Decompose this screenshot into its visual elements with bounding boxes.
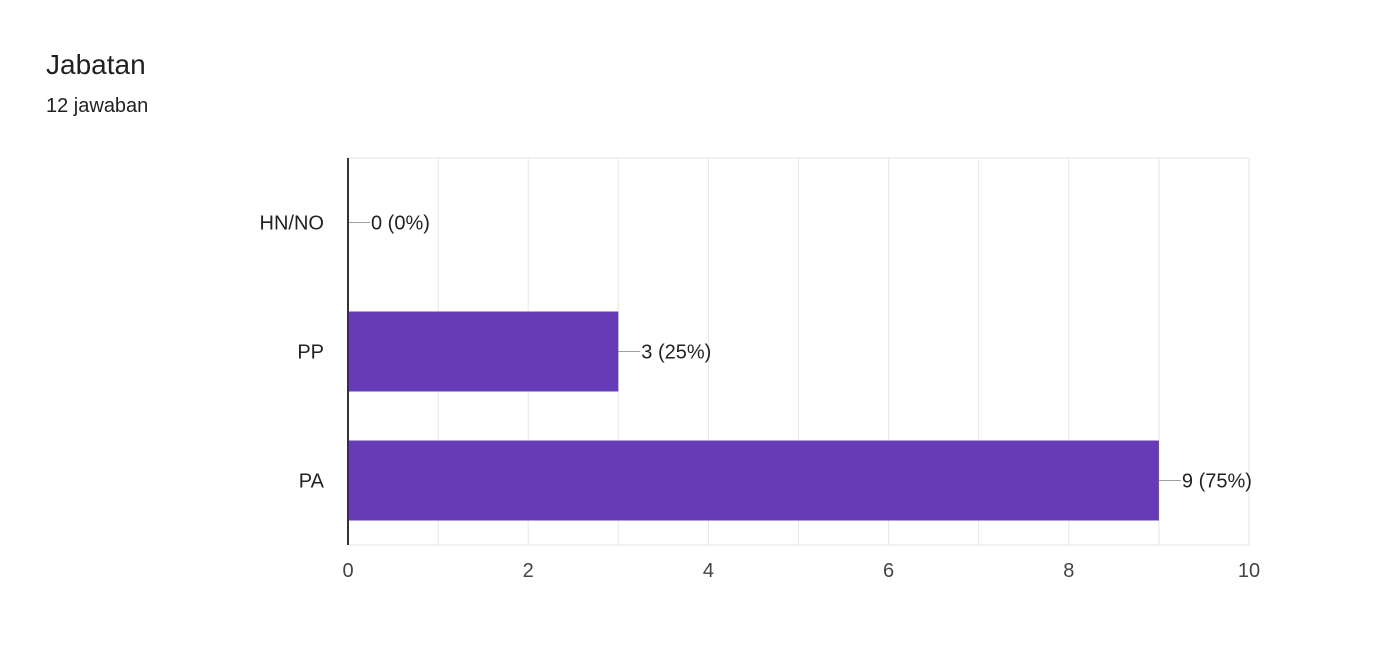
x-tick-label: 4 — [703, 560, 714, 582]
x-tick-label: 8 — [1063, 560, 1074, 582]
response-count: 12 jawaban — [46, 95, 149, 117]
category-label: PA — [299, 471, 325, 493]
bar — [348, 440, 1159, 521]
data-label: 3 (25%) — [641, 342, 711, 364]
category-label: PP — [297, 342, 324, 364]
x-tick-label: 6 — [883, 560, 894, 582]
x-tick-label: 2 — [523, 560, 534, 582]
category-label: HN/NO — [260, 213, 324, 235]
x-tick-label: 0 — [342, 560, 353, 582]
data-label: 0 (0%) — [371, 213, 430, 235]
data-label: 9 (75%) — [1182, 471, 1252, 493]
chart-title: Jabatan — [46, 49, 146, 80]
x-tick-label: 10 — [1238, 560, 1260, 582]
bar — [348, 311, 619, 392]
